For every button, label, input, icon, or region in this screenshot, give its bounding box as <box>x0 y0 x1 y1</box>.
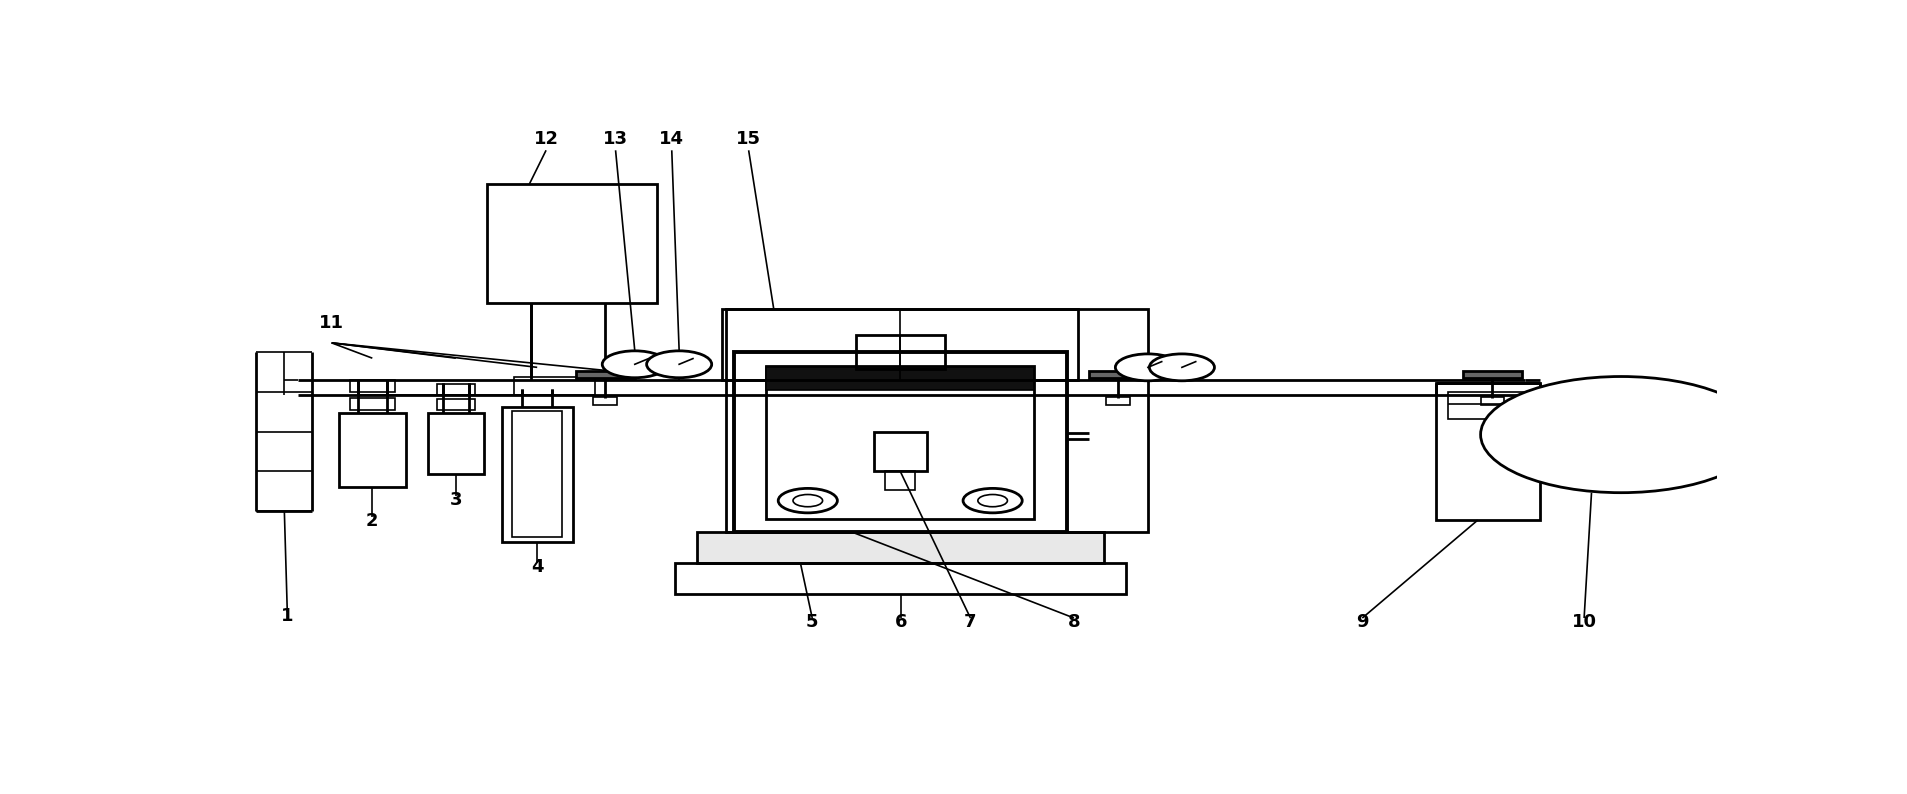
Circle shape <box>1148 354 1215 381</box>
Bar <box>873 432 927 472</box>
Circle shape <box>976 495 1007 507</box>
Bar <box>675 563 1125 594</box>
Text: 7: 7 <box>963 613 976 631</box>
Bar <box>885 472 915 490</box>
Circle shape <box>963 488 1022 513</box>
Text: 5: 5 <box>805 613 818 631</box>
Text: 12: 12 <box>534 130 559 148</box>
Bar <box>1480 397 1503 405</box>
Text: 1: 1 <box>280 607 294 625</box>
Bar <box>1463 371 1522 379</box>
Text: 3: 3 <box>450 491 461 509</box>
Text: 14: 14 <box>660 130 685 148</box>
Text: 4: 4 <box>530 558 543 576</box>
Text: 9: 9 <box>1356 613 1367 631</box>
Bar <box>351 380 395 391</box>
Bar <box>593 397 616 405</box>
Bar <box>511 411 563 538</box>
Text: 11: 11 <box>318 314 343 332</box>
Bar <box>856 335 944 368</box>
Circle shape <box>793 495 822 507</box>
Text: 15: 15 <box>736 130 761 148</box>
Bar <box>437 384 475 395</box>
Text: 13: 13 <box>603 130 627 148</box>
Bar <box>427 413 484 474</box>
Bar <box>437 399 475 410</box>
Bar <box>502 407 572 542</box>
Bar <box>1089 371 1148 379</box>
Bar <box>576 371 635 379</box>
Text: 6: 6 <box>894 613 906 631</box>
Circle shape <box>1480 376 1760 492</box>
Circle shape <box>603 351 667 378</box>
Bar <box>767 367 1034 390</box>
Bar <box>1447 391 1528 419</box>
Bar <box>1436 383 1539 520</box>
Bar <box>513 376 595 395</box>
Circle shape <box>1116 354 1180 381</box>
Text: 8: 8 <box>1068 613 1079 631</box>
Bar <box>486 184 656 303</box>
Bar <box>734 352 1066 533</box>
Bar <box>727 310 1148 533</box>
Text: 2: 2 <box>366 512 378 530</box>
Bar <box>767 365 1034 519</box>
Bar <box>351 398 395 410</box>
Circle shape <box>778 488 837 513</box>
Bar <box>696 533 1102 563</box>
Bar <box>721 310 1077 380</box>
Circle shape <box>646 351 711 378</box>
Bar <box>339 413 406 487</box>
Bar <box>1106 397 1129 405</box>
Text: 10: 10 <box>1571 613 1596 631</box>
